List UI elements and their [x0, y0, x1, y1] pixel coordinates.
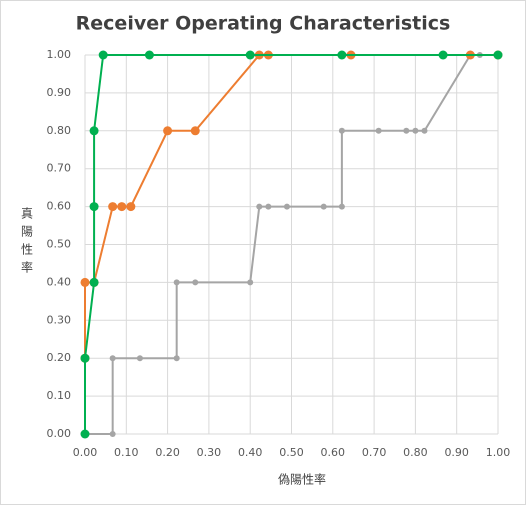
point-marker [89, 277, 99, 287]
y-tick-label: 0.40 [47, 275, 72, 288]
x-tick-label: 0.30 [197, 446, 222, 459]
y-tick-label: 0.70 [47, 162, 72, 175]
y-tick-label: 0.50 [47, 238, 72, 251]
y-tick-label: 0.10 [47, 389, 72, 402]
x-tick-label: 0.60 [321, 446, 346, 459]
point-marker [265, 203, 272, 210]
point-marker [144, 50, 154, 60]
point-marker [190, 126, 200, 136]
point-marker [337, 50, 347, 60]
y-axis-title: 真陽性率 [20, 207, 34, 279]
y-tick-label: 0.80 [47, 124, 72, 137]
point-marker [89, 202, 99, 212]
point-marker [421, 127, 428, 134]
y-tick-label: 0.90 [47, 86, 72, 99]
point-marker [163, 126, 173, 136]
point-marker [493, 50, 503, 60]
point-marker [80, 353, 90, 363]
point-marker [438, 50, 448, 60]
y-tick-label: 1.00 [47, 48, 72, 61]
y-tick-label: 0.60 [47, 200, 72, 213]
point-marker [109, 431, 116, 437]
point-marker [108, 202, 118, 212]
x-axis-title: 偽陽性率 [278, 472, 326, 487]
x-tick-label: 0.80 [403, 446, 428, 459]
x-tick-label: 0.90 [444, 446, 469, 459]
y-tick-label: 0.30 [47, 313, 72, 326]
x-tick-label: 0.20 [155, 446, 180, 459]
point-marker [109, 355, 116, 362]
point-marker [320, 203, 327, 210]
point-marker [192, 279, 199, 286]
y-tick-label: 0.20 [47, 351, 72, 364]
x-tick-label: 0.50 [279, 446, 304, 459]
point-marker [412, 127, 419, 134]
point-marker [338, 127, 345, 134]
x-tick-label: 0.70 [362, 446, 387, 459]
point-marker [173, 279, 180, 286]
point-marker [117, 202, 127, 212]
point-marker [338, 203, 345, 210]
point-marker [245, 50, 255, 60]
point-marker [80, 277, 90, 287]
point-marker [89, 126, 99, 136]
point-marker [80, 429, 90, 439]
point-marker [403, 127, 410, 134]
point-marker [247, 279, 254, 286]
x-tick-label: 1.00 [486, 446, 511, 459]
x-tick-label: 0.40 [238, 446, 263, 459]
point-marker [256, 203, 263, 210]
chart-title: Receiver Operating Characteristics [76, 13, 451, 35]
y-tick-label: 0.00 [47, 427, 72, 440]
point-marker [173, 355, 180, 362]
point-marker [136, 355, 143, 362]
point-marker [283, 203, 290, 210]
point-marker [98, 50, 108, 60]
x-tick-label: 0.00 [73, 446, 98, 459]
point-marker [126, 202, 136, 212]
x-tick-label: 0.10 [114, 446, 139, 459]
point-marker [375, 127, 382, 134]
